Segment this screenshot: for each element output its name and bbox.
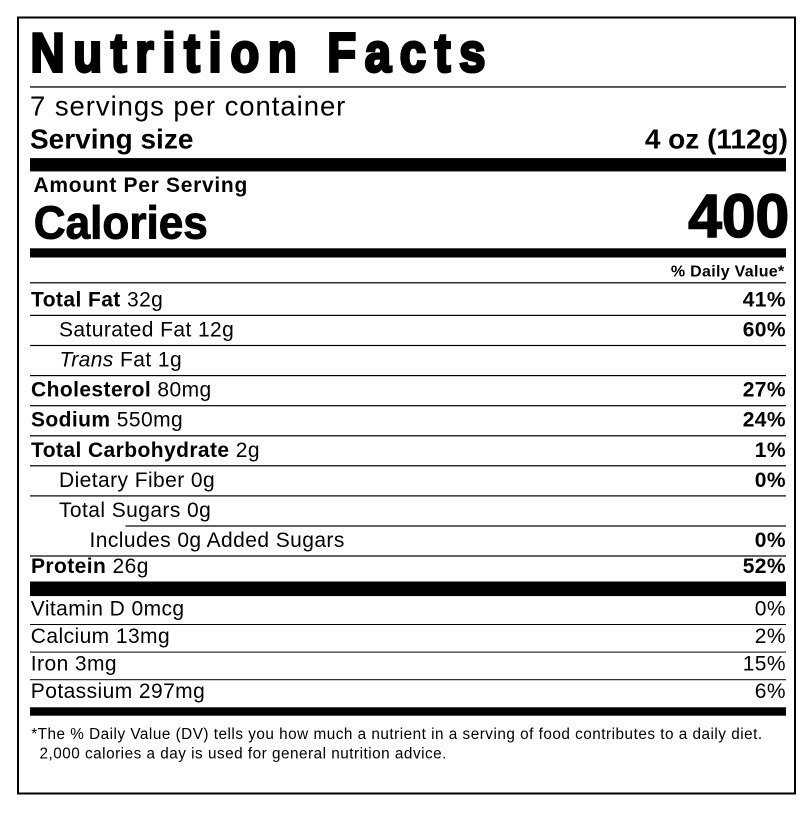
svg-text:7 servings per container: 7 servings per container [30, 91, 346, 122]
svg-text:0%: 0% [755, 469, 786, 492]
svg-text:Calories: Calories [34, 197, 208, 249]
svg-text:*The % Daily Value (DV) tells: *The % Daily Value (DV) tells you how mu… [31, 726, 762, 743]
svg-text:Saturated Fat 12g: Saturated Fat 12g [59, 318, 234, 341]
svg-text:6%: 6% [755, 680, 786, 703]
svg-text:Serving size: Serving size [30, 124, 193, 155]
svg-text:1%: 1% [755, 439, 786, 462]
svg-text:52%: 52% [743, 555, 786, 578]
svg-text:27%: 27% [743, 379, 786, 402]
svg-text:Includes 0g Added Sugars: Includes 0g Added Sugars [90, 529, 345, 552]
svg-text:Trans Fat 1g: Trans Fat 1g [60, 349, 183, 372]
svg-text:60%: 60% [743, 318, 786, 341]
svg-text:Protein 26g: Protein 26g [31, 555, 149, 578]
svg-text:24%: 24% [743, 409, 786, 432]
svg-text:0%: 0% [755, 529, 786, 552]
svg-text:Amount Per Serving: Amount Per Serving [34, 174, 248, 197]
svg-text:Total Sugars 0g: Total Sugars 0g [59, 499, 211, 522]
svg-text:0%: 0% [755, 597, 786, 620]
svg-text:Cholesterol 80mg: Cholesterol 80mg [31, 379, 212, 402]
svg-text:Sodium 550mg: Sodium 550mg [31, 409, 183, 432]
svg-text:Potassium 297mg: Potassium 297mg [31, 680, 205, 703]
svg-text:Iron 3mg: Iron 3mg [31, 653, 117, 676]
svg-text:Total Carbohydrate 2g: Total Carbohydrate 2g [31, 439, 260, 462]
svg-text:400: 400 [688, 182, 789, 250]
svg-text:Dietary Fiber 0g: Dietary Fiber 0g [59, 469, 215, 492]
svg-text:4 oz (112g): 4 oz (112g) [645, 124, 788, 155]
svg-text:Nutrition Facts: Nutrition Facts [31, 22, 486, 83]
svg-text:% Daily Value*: % Daily Value* [671, 264, 785, 281]
svg-text:2,000 calories a day is used f: 2,000 calories a day is used for general… [40, 745, 447, 762]
svg-text:15%: 15% [743, 653, 786, 676]
svg-text:Calcium 13mg: Calcium 13mg [31, 625, 170, 648]
svg-text:Total Fat 32g: Total Fat 32g [31, 288, 163, 311]
svg-text:2%: 2% [755, 625, 786, 648]
svg-text:Vitamin D 0mcg: Vitamin D 0mcg [31, 597, 185, 620]
svg-text:41%: 41% [743, 288, 786, 311]
